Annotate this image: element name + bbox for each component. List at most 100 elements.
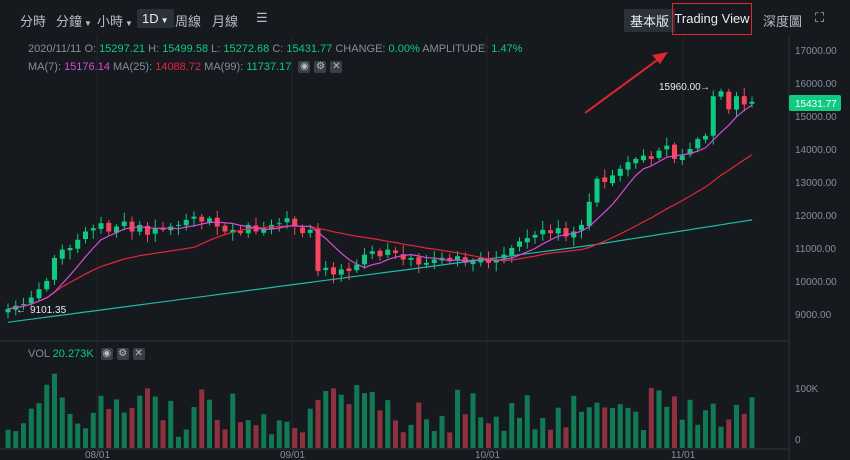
settings-icon[interactable]: ⚙ [314, 61, 327, 74]
open-value: 15297.21 [99, 43, 146, 55]
volume-bar [431, 431, 437, 448]
volume-bar [245, 420, 251, 448]
high-label: H: [148, 43, 160, 55]
fullscreen-icon[interactable]: ⛶ [815, 10, 825, 25]
date-tick-label: 08/01 [85, 450, 110, 460]
price-tick-label: 13000.00 [795, 178, 837, 189]
candle-body [44, 281, 50, 290]
volume-bar [633, 411, 639, 448]
volume-bar [726, 419, 732, 448]
low-label: L: [211, 43, 221, 55]
volume-bar [734, 404, 739, 448]
volume-bar [75, 423, 81, 448]
eye-icon[interactable]: ◉ [100, 348, 113, 361]
volume-bar [478, 417, 484, 448]
volume-bar [648, 387, 654, 448]
candle-body [400, 254, 406, 260]
interval-month[interactable]: 月線 [212, 14, 239, 29]
tradingview-label: Trading View [674, 11, 750, 26]
candle-body [439, 257, 445, 261]
candle-body [346, 268, 352, 272]
volume-bar [524, 395, 530, 448]
candle-body [672, 144, 677, 159]
basic-view-button[interactable]: 基本版 [624, 9, 676, 32]
volume-bar [393, 420, 398, 448]
candle-body [377, 250, 383, 257]
volume-bar [59, 397, 65, 448]
arrow-right-icon: → [700, 82, 710, 93]
interval-minutes[interactable]: 分鐘 ▼ [56, 11, 92, 30]
candle-body [28, 297, 34, 304]
indicator-settings-icon[interactable]: ☰ [256, 10, 268, 25]
volume-bar [44, 384, 50, 448]
price-tick-label: 14000.00 [795, 145, 837, 156]
volume-bar [114, 399, 119, 448]
candle-body [253, 225, 259, 232]
open-label: O: [84, 43, 97, 55]
candle-body [563, 228, 569, 237]
volume-bar [230, 393, 236, 448]
candle-body [648, 156, 654, 159]
candle-body [718, 91, 724, 97]
last-price-value: 15431.77 [795, 99, 837, 110]
volume-bar [300, 432, 305, 448]
depth-chart-button[interactable]: 深度圖 [763, 14, 803, 29]
volume-bar [517, 417, 522, 448]
volume-bar [129, 407, 135, 448]
close-icon[interactable]: ✕ [132, 348, 145, 361]
volume-bar [664, 406, 670, 448]
volume-bar [602, 407, 608, 448]
candle-body [230, 229, 236, 233]
candle-body [338, 269, 344, 275]
candle-body [207, 218, 212, 223]
candle-body [284, 218, 290, 223]
candle-body [121, 221, 127, 227]
volume-bar [199, 389, 205, 448]
interval-hours[interactable]: 小時 ▼ [97, 11, 133, 30]
eye-icon[interactable]: ◉ [298, 61, 311, 74]
volume-bar [183, 429, 189, 448]
interval-1d[interactable]: 1D ▼ [137, 9, 174, 28]
close-label: C: [272, 43, 284, 55]
volume-bar [152, 396, 158, 448]
candle-body [385, 249, 391, 255]
candle-body [83, 231, 88, 240]
candle-body [331, 267, 336, 275]
ma99-label: MA(99): [204, 61, 244, 73]
candle-body [602, 177, 608, 182]
volume-bar [261, 414, 267, 448]
candle-body [447, 257, 453, 262]
candle-body [548, 230, 553, 234]
close-icon[interactable]: ✕ [330, 61, 343, 74]
volume-bar [579, 411, 584, 448]
candle-body [114, 226, 119, 233]
ohlc-readout: 2020/11/11 O: 15297.21 H: 15499.58 L: 15… [28, 43, 522, 55]
volume-bar [563, 427, 569, 448]
interval-week[interactable]: 周線 [175, 14, 202, 29]
candle-body [238, 230, 243, 234]
candle-body [269, 224, 274, 230]
candle-body [664, 145, 670, 150]
annotation-arrow [584, 52, 668, 114]
candle-body [501, 254, 507, 259]
candle-body [191, 216, 197, 219]
volume-bar [718, 426, 724, 448]
candle-body [292, 218, 298, 227]
volume-bar [447, 432, 453, 448]
interval-timeline[interactable]: 分時 [20, 14, 47, 29]
ma25-value: 14088.72 [155, 61, 202, 73]
ma99-value: 11737.17 [246, 61, 292, 73]
volume-bar [679, 419, 685, 448]
candle-body [416, 257, 422, 265]
candle-body [106, 222, 112, 232]
candle-body [509, 248, 515, 256]
volume-bar [191, 407, 197, 448]
volume-bar [377, 410, 383, 448]
tradingview-button[interactable]: Trading View [672, 3, 752, 35]
volume-bar [486, 423, 491, 448]
settings-icon[interactable]: ⚙ [116, 348, 129, 361]
volume-bar [501, 430, 507, 448]
volume-bar [238, 422, 243, 448]
volume-bar [176, 436, 181, 448]
candle-body [679, 155, 685, 161]
